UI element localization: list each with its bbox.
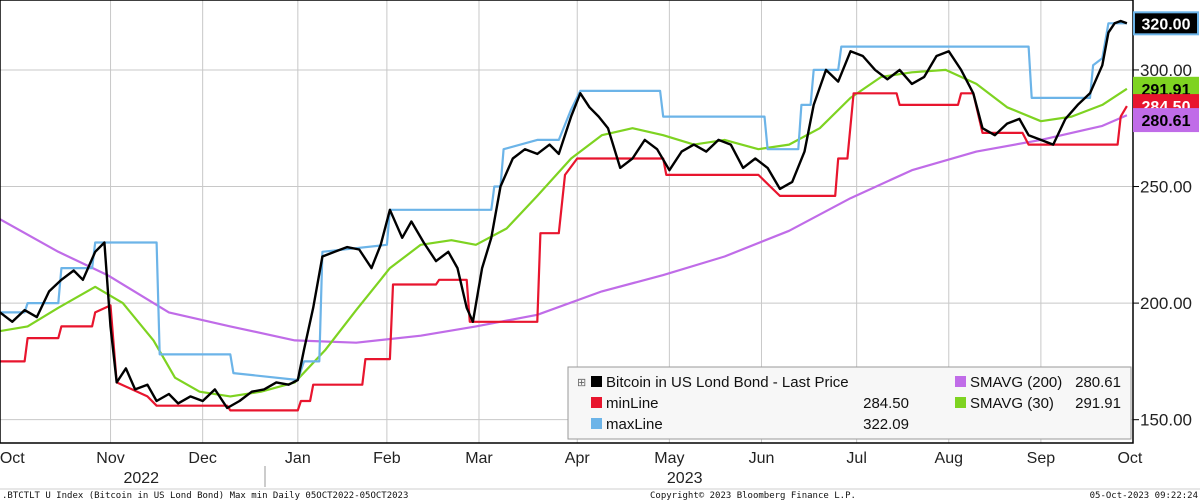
series-line-bitcoin-in-us-lond-bond-last-price: [0, 19, 1128, 410]
x-axis: Oct Nov Dec Jan Feb Mar Apr May Jun Jul Aug Sep Oct 2…: [0, 450, 1143, 487]
y-axis: 150.00 200.00 250.00 300.00: [1133, 61, 1192, 430]
xtick-label: Jan: [285, 450, 311, 467]
xtick-label: Oct: [0, 450, 25, 467]
legend-label-price: Bitcoin in US Lond Bond - Last Price: [606, 374, 849, 391]
footer-copyright: Copyright© 2023 Bloomberg Finance L.P.: [650, 491, 856, 501]
xtick-label: Jul: [846, 450, 866, 467]
footer-timestamp: 05-Oct-2023 09:22:24: [1090, 491, 1198, 501]
xtick-label: Oct: [1117, 450, 1142, 467]
plot-frame: [0, 0, 1134, 444]
series-line-smavg-30: [0, 68, 1128, 398]
ytick-label: 150.00: [1140, 411, 1192, 430]
ytick-label: 300.00: [1140, 61, 1192, 80]
legend-value-smavg200: 280.61: [1075, 374, 1121, 391]
last-value-badge: [1133, 11, 1199, 36]
legend-swatch-price: [591, 376, 602, 387]
ytick-label: 200.00: [1140, 294, 1192, 313]
legend-label-smavg30: SMAVG (30): [970, 395, 1054, 412]
xtick-label: Aug: [935, 450, 963, 467]
xtick-label: May: [654, 450, 684, 467]
xtick-label: Mar: [465, 450, 493, 467]
last-value-badge-text: 280.61: [1142, 113, 1191, 130]
legend-value-maxline: 322.09: [863, 416, 909, 433]
legend-swatch-smavg200: [955, 376, 966, 387]
xtick-label: Sep: [1027, 450, 1056, 467]
last-value-badge: [1133, 108, 1199, 133]
legend: ⊞ Bitcoin in US Lond Bond - Last Price m…: [567, 366, 1132, 440]
legend-drag-handle-icon[interactable]: ⊞: [577, 377, 586, 389]
year-label: 2022: [123, 470, 159, 487]
series-line-maxline: [0, 22, 1127, 382]
legend-swatch-smavg30: [955, 397, 966, 408]
legend-swatch-minline: [591, 397, 602, 408]
footer-left: .BTCTLT U Index (Bitcoin in US Lond Bond…: [2, 491, 408, 501]
xtick-label: Dec: [188, 450, 216, 467]
year-label: 2023: [667, 470, 703, 487]
series-layer: [0, 19, 1128, 412]
last-value-badge-text: 320.00: [1142, 16, 1191, 33]
xtick-label: Feb: [373, 450, 401, 467]
xtick-label: Jun: [749, 450, 775, 467]
xtick-label: Nov: [96, 450, 124, 467]
xtick-label: Apr: [565, 450, 591, 467]
legend-label-maxline: maxLine: [606, 416, 663, 433]
ytick-label: 250.00: [1140, 178, 1192, 197]
legend-box: [567, 366, 1132, 440]
legend-swatch-maxline: [591, 418, 602, 429]
legend-label-minline: minLine: [606, 395, 659, 412]
legend-value-minline: 284.50: [863, 395, 909, 412]
series-line-smavg-200: [0, 114, 1128, 344]
legend-label-smavg200: SMAVG (200): [970, 374, 1062, 391]
legend-value-smavg30: 291.91: [1075, 395, 1121, 412]
